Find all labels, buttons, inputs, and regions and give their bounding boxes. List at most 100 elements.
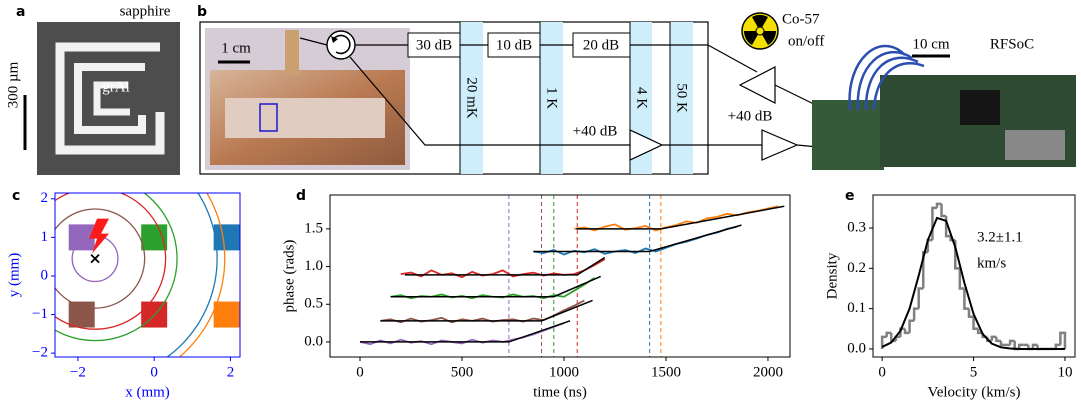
plot-frame [54, 192, 241, 358]
film-label: grAl [102, 79, 130, 95]
histogram-bin [995, 336, 1001, 343]
histogram-bin [922, 250, 928, 289]
x-tick-label: 500 [451, 364, 474, 380]
attenuator-label: 10 dB [496, 37, 532, 53]
resonator [93, 81, 130, 116]
fit-line [533, 224, 742, 253]
annotation: 3.2±1.1 [977, 229, 1023, 245]
histogram-bin [1017, 343, 1024, 349]
x-axis-label: time (ns) [533, 384, 587, 400]
scale-label: 1 cm [221, 40, 251, 56]
fit-line [380, 299, 593, 322]
stage-band [670, 22, 693, 174]
y-axis-label: Density [824, 252, 840, 299]
x-axis-label: Velocity (km/s) [928, 384, 1021, 400]
histogram-bin [885, 331, 892, 337]
signal-line [349, 56, 630, 146]
panel-label: b [197, 4, 207, 20]
wavefront [166, 193, 218, 357]
resonator [74, 63, 146, 134]
histogram-bin [1059, 331, 1067, 349]
plot-frame [872, 194, 1076, 358]
plot-area [880, 202, 1067, 351]
x-tick-label: 0 [878, 364, 886, 380]
panel-label: d [296, 188, 306, 204]
y-tick-label: 2 [41, 190, 49, 206]
substrate-label: sapphire [120, 3, 171, 19]
stage-label: 20 mK [464, 77, 480, 118]
wavefront [55, 193, 178, 342]
x-tick-label: 2000 [753, 364, 783, 380]
x-tick-label: 1500 [651, 364, 681, 380]
y-tick-label: −2 [32, 345, 48, 361]
stage-band [460, 22, 483, 174]
phase-trace [533, 225, 738, 256]
scale-label: 300 µm [5, 61, 21, 108]
amplifier [761, 129, 799, 161]
connector [285, 30, 299, 75]
attenuator [572, 32, 631, 58]
attenuator-label: 30 dB [416, 37, 452, 53]
y-tick-label: 1.5 [304, 220, 323, 236]
histogram-bin [940, 203, 947, 218]
fit-line [390, 275, 601, 298]
qubit [213, 224, 240, 251]
signal-line [707, 44, 758, 73]
wavefront [55, 193, 167, 330]
circulator-arrow [331, 36, 338, 43]
y-tick-label: 0.0 [847, 340, 866, 356]
panel-b: b 1 cm 20 mK 1 K 4 K 50 K 30 dB [197, 4, 1081, 178]
y-tick-label: 0.1 [847, 300, 866, 316]
histogram-bin [903, 328, 910, 335]
qubit [213, 301, 240, 328]
chip [259, 103, 278, 132]
plot-frame [329, 194, 791, 358]
x-tick-label: 1000 [549, 364, 579, 380]
histogram-bin [894, 335, 901, 341]
plot-area [359, 195, 785, 357]
panel-label: e [845, 188, 855, 204]
phase-trace [390, 277, 596, 300]
x-tick-label: 10 [1057, 364, 1072, 380]
y-tick-label: 0.5 [304, 296, 323, 312]
y-tick-label: 0 [41, 267, 49, 283]
radiation-icon [755, 26, 765, 36]
histogram-bin [926, 238, 933, 253]
resonator [55, 42, 165, 155]
histogram-bin [999, 340, 1006, 347]
x-tick-label: 0 [150, 364, 158, 380]
histogram-bin [908, 319, 915, 333]
source-label: Co-57 [782, 11, 820, 27]
y-tick-label: 0.0 [304, 333, 323, 349]
wavefront [55, 208, 146, 309]
stage-label: 1 K [544, 87, 560, 109]
stage-label: 50 K [674, 83, 690, 113]
cavity [225, 98, 385, 138]
y-tick-label: 0.3 [847, 219, 866, 235]
fit-curve [881, 216, 1065, 350]
impact-icon [89, 218, 110, 254]
panel-label: a [16, 4, 25, 20]
attenuator [487, 32, 541, 58]
connector [1005, 130, 1065, 160]
board-label: RFSoC [990, 36, 1034, 52]
qubit [141, 224, 168, 251]
y-tick-label: −1 [32, 306, 48, 322]
y-tick-label: 1.0 [304, 258, 323, 274]
x-tick-label: 0 [356, 364, 364, 380]
amplifier-label: +40 dB [728, 108, 773, 124]
y-tick-label: 0.2 [847, 260, 866, 276]
histogram-bin [990, 335, 997, 341]
scale-label: 10 cm [912, 36, 949, 52]
histogram-bin [1054, 343, 1061, 349]
fit-line [576, 205, 785, 230]
y-axis-label: phase (rads) [281, 240, 297, 313]
histogram-bin [912, 307, 919, 321]
y-axis-label: y (mm) [6, 253, 22, 298]
fit-line [359, 320, 571, 343]
y-tick-label: 1 [41, 229, 49, 245]
histogram-bin [963, 288, 969, 310]
attenuator-label: 20 dB [583, 37, 619, 53]
histogram-bin [1031, 343, 1038, 349]
